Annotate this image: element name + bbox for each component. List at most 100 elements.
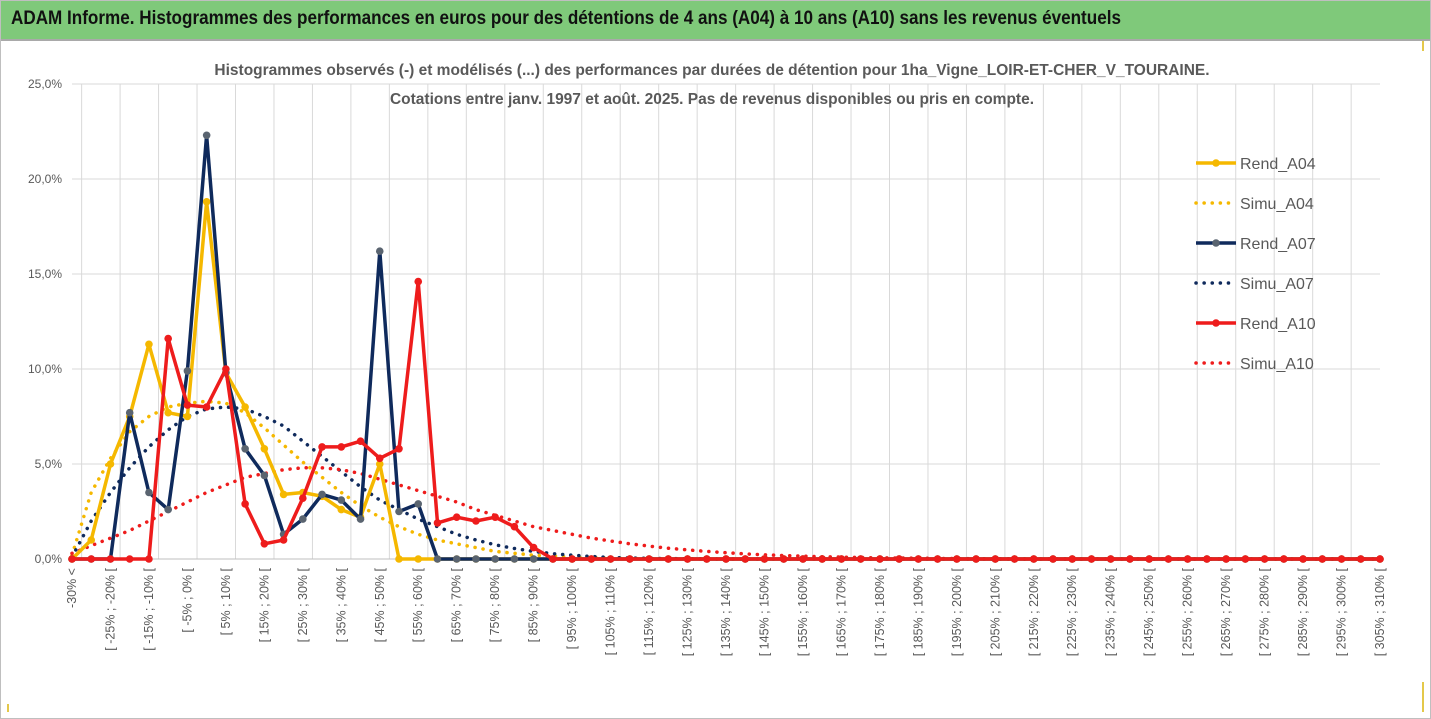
legend-label-rend-a04: Rend_A04 [1240, 156, 1316, 173]
data-point-rend-a10 [1164, 555, 1173, 563]
data-point-rend-a10 [568, 555, 576, 563]
data-point-rend-a10 [1049, 555, 1057, 563]
data-point-rend-a10 [1376, 555, 1384, 563]
data-point-rend-a10 [125, 555, 134, 563]
data-point-rend-a10 [529, 543, 538, 552]
report-title: ADAM Informe. Histogrammes des performan… [11, 8, 1121, 29]
data-point-rend-a07 [510, 555, 519, 563]
data-point-rend-a04 [106, 460, 115, 468]
data-point-rend-a10 [414, 277, 423, 286]
data-point-rend-a04 [164, 408, 172, 417]
x-tick-label: [ 275% ; 280% [ [1258, 567, 1272, 656]
data-point-rend-a10 [1068, 555, 1077, 563]
x-tick-label: [ 135% ; 140% [ [719, 567, 733, 656]
data-point-rend-a10 [856, 555, 865, 563]
x-tick-label: [ 95% ; 100% [ [565, 567, 579, 649]
data-point-rend-a04 [183, 412, 192, 421]
legend-label-simu-a10: Simu_A10 [1240, 356, 1314, 373]
x-tick-label: [ 235% ; 240% [ [1104, 567, 1118, 656]
data-point-rend-a10 [1126, 555, 1134, 563]
data-point-rend-a10 [491, 513, 499, 521]
data-point-rend-a07 [125, 408, 134, 417]
data-point-rend-a04 [241, 403, 249, 411]
x-tick-label: [ 245% ; 250% [ [1142, 567, 1156, 656]
series-line-simu-a04 [70, 399, 1382, 561]
x-tick-label: [ 295% ; 300% [ [1335, 567, 1349, 656]
data-point-rend-a10 [337, 443, 346, 451]
data-point-rend-a10 [1145, 555, 1153, 563]
data-point-rend-a10 [779, 555, 788, 563]
x-tick-label: [ 255% ; 260% [ [1181, 567, 1195, 656]
x-tick-label: [ 265% ; 270% [ [1219, 567, 1233, 656]
series-line-rend-a07 [72, 133, 1380, 561]
data-point-rend-a10 [972, 555, 980, 563]
x-tick-label: [ 55% ; 60% [ [411, 567, 425, 642]
y-tick-label: 5,0% [35, 457, 63, 471]
data-point-rend-a10 [1241, 555, 1250, 563]
data-point-rend-a10 [1087, 555, 1096, 563]
data-point-rend-a10 [933, 555, 942, 563]
y-tick-label: 25,0% [28, 77, 62, 91]
data-point-rend-a10 [876, 555, 884, 563]
data-point-rend-a10 [991, 555, 1000, 563]
data-point-rend-a10 [837, 555, 846, 563]
data-point-rend-a10 [87, 555, 96, 563]
data-point-rend-a10 [452, 513, 461, 521]
data-point-rend-a10 [1106, 555, 1115, 563]
x-tick-label: [ 5% ; 10% [ [219, 567, 233, 635]
data-point-rend-a10 [741, 555, 750, 563]
data-point-rend-a07 [318, 490, 326, 499]
chart-subtitle: Cotations entre janv. 1997 et août. 2025… [390, 91, 1034, 108]
data-point-rend-a10 [106, 555, 115, 563]
x-tick-label: [ 165% ; 170% [ [834, 567, 848, 656]
x-tick-label: -30% < [65, 568, 79, 608]
data-point-rend-a10 [760, 555, 769, 563]
x-tick-label: [ 305% ; 310% [ [1373, 567, 1387, 656]
data-point-rend-a04 [260, 445, 269, 453]
x-tick-label: [ 65% ; 70% [ [450, 567, 464, 642]
chart-title: Histogrammes observés (-) et modélisés (… [214, 62, 1209, 79]
corner-marker [7, 704, 17, 712]
data-point-rend-a07 [183, 367, 192, 375]
x-tick-label: [ 85% ; 90% [ [527, 567, 541, 642]
legend-marker-rend-a04 [1212, 159, 1220, 167]
data-point-rend-a10 [222, 365, 230, 373]
legend-marker-rend-a10 [1212, 319, 1220, 327]
data-point-rend-a10 [1010, 555, 1019, 563]
data-point-rend-a04 [145, 340, 153, 349]
data-point-rend-a07 [164, 505, 172, 514]
data-point-rend-a10 [375, 454, 384, 463]
data-point-rend-a10 [1260, 555, 1269, 563]
x-tick-label: [ 205% ; 210% [ [988, 567, 1002, 656]
data-point-rend-a10 [702, 555, 711, 563]
data-point-rend-a10 [664, 555, 673, 563]
data-point-rend-a10 [914, 555, 923, 563]
data-point-rend-a07 [452, 555, 461, 563]
data-point-rend-a10 [1203, 555, 1211, 563]
grid-layer [72, 83, 1380, 560]
data-point-rend-a10 [433, 519, 442, 527]
data-point-rend-a10 [279, 536, 288, 544]
data-point-rend-a07 [491, 555, 499, 563]
data-point-rend-a07 [395, 507, 403, 516]
data-point-rend-a04 [375, 460, 384, 468]
legend-label-simu-a04: Simu_A04 [1240, 196, 1314, 213]
label-layer: 0,0% 5,0% 10,0% 15,0% 20,0% 25,0% -30% < [ -25%… [28, 77, 1387, 656]
data-point-rend-a10 [299, 494, 307, 503]
data-point-rend-a10 [356, 437, 365, 446]
data-point-rend-a07 [337, 496, 346, 504]
data-point-rend-a10 [1299, 555, 1307, 563]
y-tick-label: 20,0% [28, 172, 62, 186]
corner-marker [1414, 682, 1424, 712]
data-point-rend-a10 [241, 500, 249, 508]
data-point-rend-a10 [68, 555, 76, 563]
x-tick-label: [ -5% ; 0% [ [180, 567, 194, 632]
data-point-rend-a10 [183, 401, 192, 409]
data-point-rend-a10 [587, 555, 596, 563]
x-tick-label: [ -25% ; -20% [ [103, 567, 117, 650]
data-point-rend-a10 [645, 555, 653, 563]
data-point-rend-a04 [414, 555, 423, 563]
data-point-rend-a10 [1280, 555, 1288, 563]
y-tick-label: 0,0% [35, 552, 63, 566]
